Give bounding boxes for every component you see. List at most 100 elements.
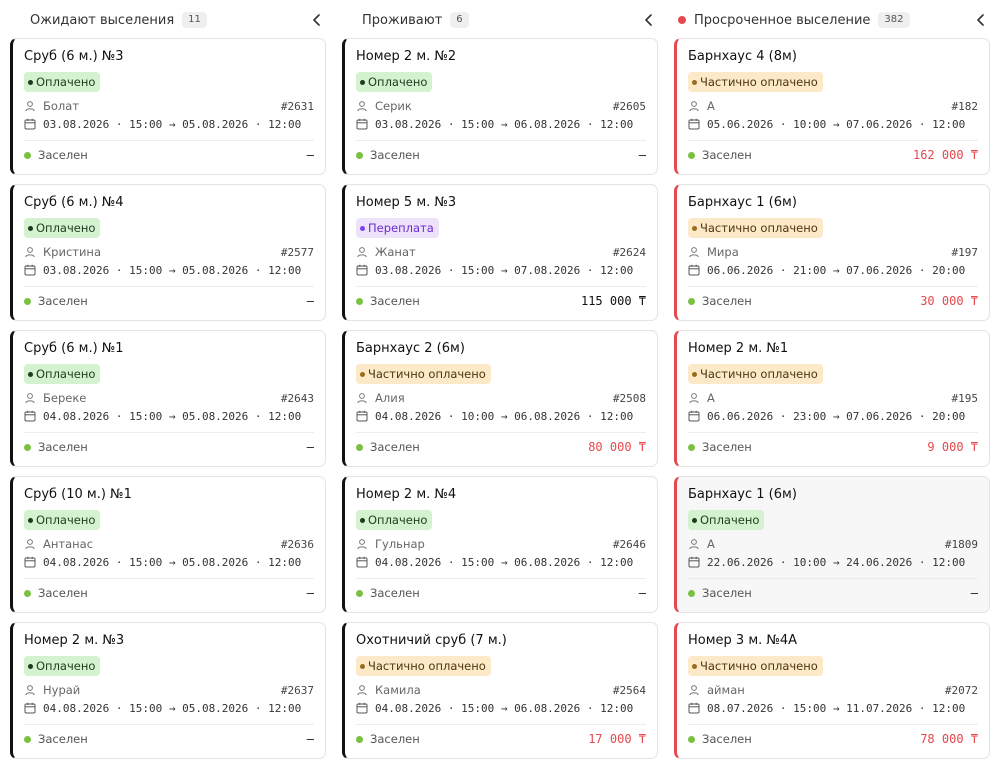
column-title: Ожидают выселения (30, 12, 175, 28)
collapse-column-button[interactable] (640, 11, 658, 29)
stay-status: Заселен (38, 732, 88, 746)
booking-number: #2605 (612, 99, 646, 113)
divider (24, 724, 314, 725)
booking-number: #2646 (612, 537, 646, 551)
user-icon (357, 393, 367, 404)
booking-card[interactable]: Сруб (6 м.) №3 Оплачено Болат #2631 03.08… (10, 38, 326, 175)
booking-card[interactable]: Сруб (6 м.) №1 Оплачено Береке #2643 04.0… (10, 330, 326, 467)
payment-status-badge: Переплата (356, 218, 439, 238)
divider (356, 140, 646, 141)
chevron-left-icon (645, 14, 652, 26)
booking-card[interactable]: Барнхаус 4 (8м) Частично оплачено А #182 … (674, 38, 990, 175)
calendar-icon (688, 118, 700, 130)
divider (356, 432, 646, 433)
room-name: Барнхаус 4 (8м) (688, 49, 797, 64)
user-icon (357, 685, 367, 696)
booking-number: #2624 (612, 245, 646, 259)
booking-card[interactable]: Номер 5 м. №3 Переплата Жанат #2624 03.08… (342, 184, 658, 321)
payment-status-label: Частично оплачено (368, 659, 486, 673)
balance-amount: 115 000 ₸ (580, 294, 646, 308)
stay-status: Заселен (702, 148, 752, 162)
balance-amount: — (638, 586, 646, 600)
calendar-icon (24, 410, 36, 422)
stay-dates: 04.08.2026 · 10:00 → 06.08.2026 · 12:00 (375, 409, 634, 423)
booking-card[interactable]: Охотничий сруб (7 м.) Частично оплачено … (342, 622, 658, 759)
stay-status: Заселен (38, 586, 88, 600)
stay-dates: 04.08.2026 · 15:00 → 05.08.2026 · 12:00 (43, 555, 302, 569)
calendar-icon (688, 556, 700, 568)
stay-status: Заселен (702, 732, 752, 746)
divider (688, 286, 978, 287)
room-name: Номер 3 м. №4А (688, 633, 798, 648)
stay-status: Заселен (370, 586, 420, 600)
column-in-residence: Проживают 6 Номер 2 м. №2 Оплачено Серик… (342, 0, 658, 767)
collapse-column-button[interactable] (308, 11, 326, 29)
guest-name: А (707, 537, 715, 551)
payment-status-badge: Оплачено (24, 218, 101, 238)
booking-card[interactable]: Сруб (6 м.) №4 Оплачено Кристина #2577 03… (10, 184, 326, 321)
stay-dates: 08.07.2026 · 15:00 → 11.07.2026 · 12:00 (707, 701, 966, 715)
calendar-icon (688, 702, 700, 714)
guest-name: Алия (375, 391, 405, 405)
divider (24, 140, 314, 141)
booking-card[interactable]: Номер 2 м. №3 Оплачено Нурай #2637 04.08.… (10, 622, 326, 759)
room-name: Сруб (6 м.) №4 (24, 195, 124, 210)
room-name: Барнхаус 1 (6м) (688, 487, 797, 502)
stay-dates: 06.06.2026 · 23:00 → 07.06.2026 · 20:00 (707, 409, 966, 423)
guest-name: Антанас (43, 537, 94, 551)
calendar-icon (356, 410, 368, 422)
balance-amount: — (306, 732, 314, 746)
user-icon (25, 101, 35, 112)
booking-card[interactable]: Сруб (10 м.) №1 Оплачено Антанас #2636 04… (10, 476, 326, 613)
calendar-icon (24, 118, 36, 130)
balance-amount: — (306, 148, 314, 162)
column-card-list: Барнхаус 4 (8м) Частично оплачено А #182 … (674, 38, 990, 768)
booking-number: #182 (951, 99, 979, 113)
booking-card[interactable]: Барнхаус 1 (6м) Оплачено А #1809 22.06.20… (674, 476, 990, 613)
stay-dates: 04.08.2026 · 15:00 → 05.08.2026 · 12:00 (43, 409, 302, 423)
room-name: Барнхаус 1 (6м) (688, 195, 797, 210)
booking-card[interactable]: Номер 2 м. №1 Частично оплачено А #195 06… (674, 330, 990, 467)
guest-name: Жанат (375, 245, 416, 259)
guest-name: Гульнар (375, 537, 425, 551)
calendar-icon (24, 702, 36, 714)
column-count-badge: 6 (450, 12, 469, 28)
payment-status-label: Частично оплачено (700, 367, 818, 381)
calendar-icon (356, 556, 368, 568)
calendar-icon (24, 556, 36, 568)
user-icon (689, 685, 699, 696)
payment-status-label: Оплачено (36, 75, 96, 89)
booking-number: #2631 (280, 99, 314, 113)
payment-status-label: Переплата (368, 221, 434, 235)
stay-status: Заселен (38, 440, 88, 454)
divider (356, 286, 646, 287)
guest-name: Нурай (43, 683, 81, 697)
status-dot (688, 589, 695, 597)
user-icon (25, 247, 35, 258)
balance-amount: — (638, 148, 646, 162)
user-icon (689, 393, 699, 404)
stay-dates: 03.08.2026 · 15:00 → 05.08.2026 · 12:00 (43, 263, 302, 277)
payment-status-label: Частично оплачено (700, 659, 818, 673)
stay-status: Заселен (370, 148, 420, 162)
booking-card[interactable]: Барнхаус 2 (6м) Частично оплачено Алия #2… (342, 330, 658, 467)
booking-card[interactable]: Номер 2 м. №4 Оплачено Гульнар #2646 04.0… (342, 476, 658, 613)
column-card-list: Номер 2 м. №2 Оплачено Серик #2605 03.08.… (342, 38, 658, 768)
user-icon (357, 539, 367, 550)
stay-status: Заселен (38, 148, 88, 162)
calendar-icon (356, 118, 368, 130)
booking-card[interactable]: Номер 3 м. №4А Частично оплачено айман #2… (674, 622, 990, 759)
payment-status-label: Оплачено (700, 513, 760, 527)
collapse-column-button[interactable] (972, 11, 990, 29)
booking-number: #195 (951, 391, 979, 405)
payment-status-label: Частично оплачено (700, 75, 818, 89)
column-title: Проживают (362, 12, 443, 28)
user-icon (357, 247, 367, 258)
stay-dates: 03.08.2026 · 15:00 → 07.08.2026 · 12:00 (375, 263, 634, 277)
booking-card[interactable]: Номер 2 м. №2 Оплачено Серик #2605 03.08.… (342, 38, 658, 175)
room-name: Номер 2 м. №2 (356, 49, 457, 64)
chevron-left-icon (977, 14, 984, 26)
guest-name: Камила (375, 683, 421, 697)
status-dot (356, 297, 363, 305)
booking-card[interactable]: Барнхаус 1 (6м) Частично оплачено Мира #1… (674, 184, 990, 321)
